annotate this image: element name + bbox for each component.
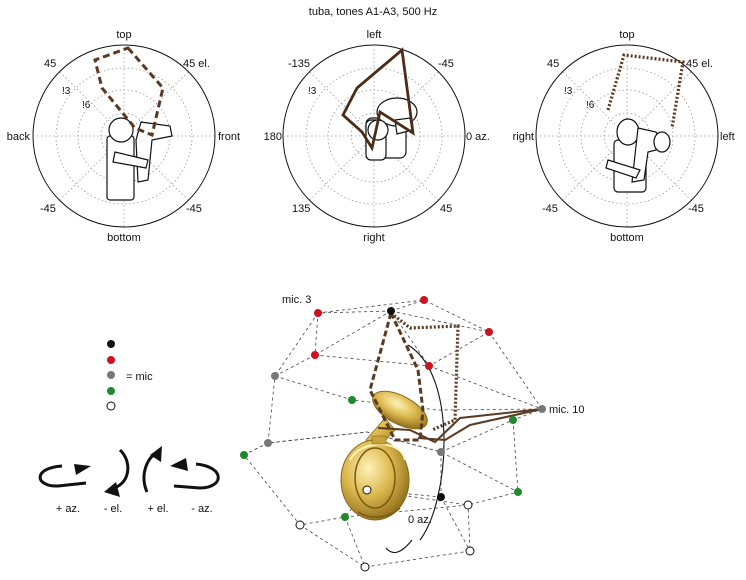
radiation-pattern-3d-dotted (390, 311, 460, 432)
label-minus45-left: -45 (40, 203, 56, 215)
label-front: front (218, 131, 240, 143)
minus-el-arrow-icon (104, 482, 120, 497)
mic-point-red (485, 328, 493, 336)
plus-az-arc (38, 464, 87, 488)
mic-10-label: mic. 10 (549, 404, 584, 416)
mic-point-white (465, 546, 475, 556)
label-right: right (513, 131, 534, 143)
azimuth-arc-lower (385, 539, 413, 554)
figure-title: tuba, tones A1-A3, 500 Hz (309, 6, 437, 18)
label-minus-el: - el. (104, 503, 122, 515)
radiation-pattern-front (93, 46, 165, 138)
label-minus45-left: -45 (542, 203, 558, 215)
legend-mic-label: = mic (126, 371, 153, 383)
mic-3-label: mic. 3 (282, 294, 311, 306)
label-plus-az: + az. (56, 503, 80, 515)
mic-point-black (387, 307, 395, 315)
ring-label-6: !6 (586, 100, 595, 111)
label-minus-az: - az. (191, 503, 212, 515)
mic-point-green (514, 488, 522, 496)
label-minus45-right: -45 (688, 203, 704, 215)
player-figure-side (605, 118, 671, 193)
mic-point-grey (271, 372, 279, 380)
legend-dot-green (107, 387, 115, 395)
label-45-left: 45 (547, 58, 559, 70)
radiation-pattern-side (606, 53, 685, 129)
mic-point-red (311, 351, 319, 359)
radiation-pattern-3d-dashed (368, 312, 425, 442)
mic-point-grey (264, 439, 272, 447)
mic-point-black (437, 493, 445, 501)
mic-point-red (314, 309, 322, 317)
label-left: left (720, 131, 735, 143)
label-45: 45 (440, 203, 452, 215)
radiation-pattern-top (341, 47, 415, 152)
plus-az-arrow-icon (74, 464, 91, 475)
mic-point-white (360, 562, 370, 572)
mic-points (240, 296, 546, 572)
label-45-left: 45 (44, 58, 56, 70)
label-plus-el: + el. (147, 503, 168, 515)
mic-point-white (463, 500, 473, 510)
ring-label-6: !6 (82, 100, 91, 111)
label-0-az: 0 az. (466, 131, 490, 143)
polar-plot-front-view: top bottom back front 45 45 el. -45 -45 … (7, 29, 240, 244)
minus-el-arc (109, 448, 130, 491)
mic-point-red (420, 296, 428, 304)
label-minus45-right: -45 (186, 203, 202, 215)
legend-dot-red (107, 356, 115, 364)
mic-point-green (240, 451, 248, 459)
polar-plot-side-view: top bottom right left 45 45 el. -45 -45 … (513, 29, 735, 244)
polar-plot-top-view: left right 180 0 az. -135 -45 135 45 !3 (264, 29, 490, 244)
legend-dot-black (107, 340, 115, 348)
label-left: left (367, 29, 382, 41)
label-45-el: 45 el. (686, 58, 713, 70)
azimuth-arc (407, 344, 445, 541)
label-minus135: -135 (288, 58, 310, 70)
3d-mic-array-scene: mic. 3 mic. 10 0 az. (240, 294, 584, 572)
label-45-el: 45 el. (183, 58, 210, 70)
mic-point-white (295, 520, 305, 530)
mic-point-red (425, 362, 433, 370)
player-figure-front (106, 117, 173, 201)
mic-point-green (348, 396, 356, 404)
mic-point-grey (538, 405, 546, 413)
label-bottom: bottom (610, 232, 644, 244)
ring-label-3: !3 (308, 86, 317, 97)
label-135: 135 (292, 203, 310, 215)
label-minus45: -45 (438, 58, 454, 70)
label-right: right (363, 232, 384, 244)
mic-point-white (362, 485, 372, 495)
label-top: top (116, 29, 131, 41)
radiation-pattern-3d-solid (377, 408, 543, 444)
mic-legend: = mic (106, 340, 153, 411)
label-180: 180 (264, 131, 282, 143)
minus-az-arrow-icon (170, 458, 188, 471)
label-top: top (619, 29, 634, 41)
minus-az-arc (173, 462, 220, 490)
mic-point-green (509, 416, 517, 424)
zero-az-label: 0 az. (408, 514, 432, 526)
tuba-image (340, 390, 428, 521)
legend-dot-grey (107, 371, 115, 379)
mic-point-green (341, 513, 349, 521)
mic-point-grey (437, 448, 445, 456)
label-back: back (7, 131, 31, 143)
label-bottom: bottom (107, 232, 141, 244)
ring-label-3: !3 (62, 86, 71, 97)
ring-label-3: !3 (564, 86, 573, 97)
plus-el-arrow-icon (150, 446, 162, 462)
legend-dot-white (106, 401, 116, 411)
rotation-symbols: + az. - el. + el. - az. (38, 446, 220, 515)
